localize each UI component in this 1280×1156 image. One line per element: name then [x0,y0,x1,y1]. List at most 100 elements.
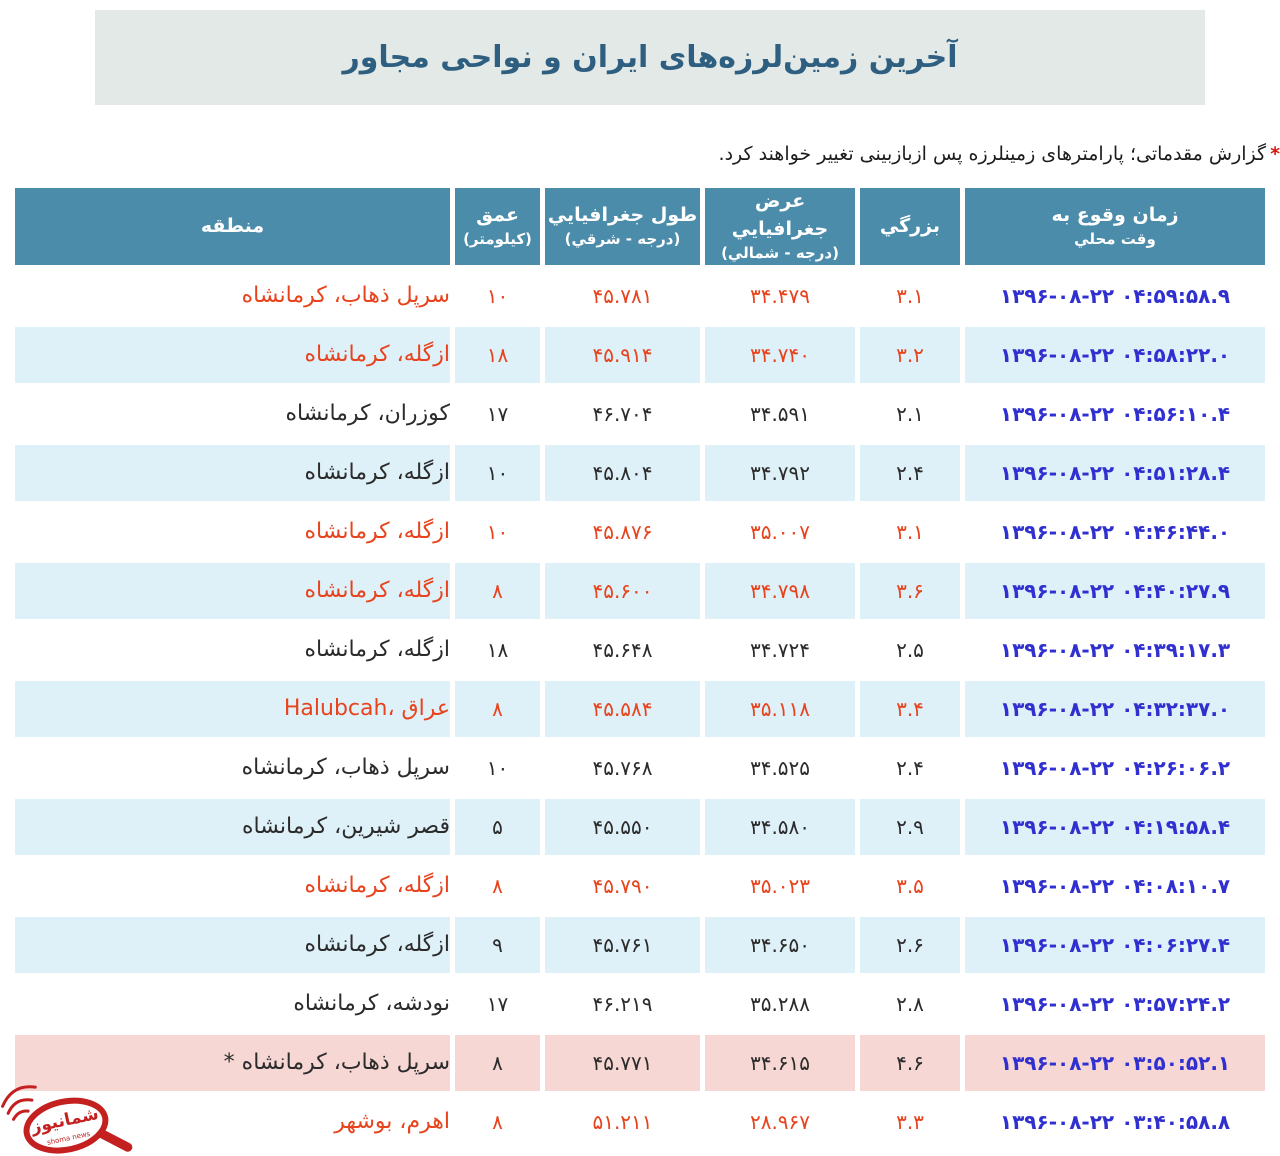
earthquake-row: ۱۳۹۶-۰۸-۲۲ ۰۴:۱۹:۵۸.۴ ۲.۹ ۳۴.۵۸۰ ۴۵.۵۵۰ … [15,798,1265,855]
region-cell: ازگله، کرمانشاه [15,503,450,560]
longitude-cell: ۴۶.۷۰۴ [545,385,700,442]
time-cell: ۱۳۹۶-۰۸-۲۲ ۰۴:۴۰:۲۷.۹ [965,562,1265,619]
earthquake-row: ۱۳۹۶-۰۸-۲۲ ۰۴:۲۶:۰۶.۲ ۲.۴ ۳۴.۵۲۵ ۴۵.۷۶۸ … [15,739,1265,796]
magnitude-cell: ۳.۴ [860,680,960,737]
depth-cell: ۸ [455,562,540,619]
depth-cell: ۱۰ [455,267,540,324]
magnitude-cell: ۳.۵ [860,857,960,914]
latitude-cell: ۳۵.۰۲۳ [705,857,855,914]
time-cell: ۱۳۹۶-۰۸-۲۲ ۰۴:۵۹:۵۸.۹ [965,267,1265,324]
region-cell: قصر شیرین، کرمانشاه [15,798,450,855]
magnitude-cell: ۲.۸ [860,975,960,1032]
longitude-cell: ۴۵.۸۰۴ [545,444,700,501]
latitude-cell: ۲۸.۹۶۷ [705,1093,855,1150]
depth-cell: ۸ [455,1093,540,1150]
time-cell: ۱۳۹۶-۰۸-۲۲ ۰۴:۵۱:۲۸.۴ [965,444,1265,501]
longitude-cell: ۴۵.۷۶۱ [545,916,700,973]
depth-cell: ۸ [455,680,540,737]
shoma-news-logo: شمانیوز shoma news [1,1085,133,1154]
latitude-cell: ۳۴.۶۵۰ [705,916,855,973]
longitude-cell: ۴۵.۷۶۸ [545,739,700,796]
earthquake-row: ۱۳۹۶-۰۸-۲۲ ۰۴:۴۶:۴۴.۰ ۳.۱ ۳۵.۰۰۷ ۴۵.۸۷۶ … [15,503,1265,560]
latitude-cell: ۳۵.۰۰۷ [705,503,855,560]
table-header-row: زمان وقوع به وقت محلي بزرگي عرض جغرافيايي… [15,188,1265,265]
magnitude-cell: ۲.۱ [860,385,960,442]
time-cell: ۱۳۹۶-۰۸-۲۲ ۰۴:۵۶:۱۰.۴ [965,385,1265,442]
earthquake-row: ۱۳۹۶-۰۸-۲۲ ۰۴:۵۶:۱۰.۴ ۲.۱ ۳۴.۵۹۱ ۴۶.۷۰۴ … [15,385,1265,442]
longitude-cell: ۴۶.۲۱۹ [545,975,700,1032]
region-cell: ازگله، کرمانشاه [15,326,450,383]
region-cell: ازگله، کرمانشاه [15,562,450,619]
region-cell: ازگله، کرمانشاه [15,857,450,914]
time-cell: ۱۳۹۶-۰۸-۲۲ ۰۴:۵۸:۲۲.۰ [965,326,1265,383]
magnitude-cell: ۲.۴ [860,739,960,796]
latitude-cell: ۳۵.۲۸۸ [705,975,855,1032]
longitude-cell: ۴۵.۷۷۱ [545,1034,700,1091]
region-cell: ازگله، کرمانشاه [15,444,450,501]
header-latitude: عرض جغرافيايي (درجه - شمالي) [705,188,855,265]
depth-cell: ۱۸ [455,621,540,678]
region-cell: سرپل ذهاب، کرمانشاه * [15,1034,450,1091]
page-title: آخرین زمین‌لرزه‌های ایران و نواحی مجاور [342,40,958,75]
magnitude-cell: ۴.۶ [860,1034,960,1091]
depth-cell: ۸ [455,1034,540,1091]
earthquake-row: ۱۳۹۶-۰۸-۲۲ ۰۴:۵۹:۵۸.۹ ۳.۱ ۳۴.۴۷۹ ۴۵.۷۸۱ … [15,267,1265,324]
depth-cell: ۱۰ [455,739,540,796]
earthquake-row: ۱۳۹۶-۰۸-۲۲ ۰۴:۳۹:۱۷.۳ ۲.۵ ۳۴.۷۲۴ ۴۵.۶۴۸ … [15,621,1265,678]
earthquake-row-highlighted: ۱۳۹۶-۰۸-۲۲ ۰۳:۵۰:۵۲.۱ ۴.۶ ۳۴.۶۱۵ ۴۵.۷۷۱ … [15,1034,1265,1091]
longitude-cell: ۴۵.۸۷۶ [545,503,700,560]
longitude-cell: ۴۵.۹۱۴ [545,326,700,383]
time-cell: ۱۳۹۶-۰۸-۲۲ ۰۴:۳۲:۳۷.۰ [965,680,1265,737]
note-asterisk: * [1270,143,1280,165]
magnitude-cell: ۳.۲ [860,326,960,383]
latitude-cell: ۳۴.۵۸۰ [705,798,855,855]
region-cell: Halubcah، عراق [15,680,450,737]
earthquake-row: ۱۳۹۶-۰۸-۲۲ ۰۴:۴۰:۲۷.۹ ۳.۶ ۳۴.۷۹۸ ۴۵.۶۰۰ … [15,562,1265,619]
depth-cell: ۵ [455,798,540,855]
longitude-cell: ۴۵.۵۸۴ [545,680,700,737]
magnitude-cell: ۳.۱ [860,503,960,560]
time-cell: ۱۳۹۶-۰۸-۲۲ ۰۴:۳۹:۱۷.۳ [965,621,1265,678]
latitude-cell: ۳۴.۷۹۲ [705,444,855,501]
earthquake-row: ۱۳۹۶-۰۸-۲۲ ۰۴:۰۸:۱۰.۷ ۳.۵ ۳۵.۰۲۳ ۴۵.۷۹۰ … [15,857,1265,914]
earthquake-row: ۱۳۹۶-۰۸-۲۲ ۰۴:۰۶:۲۷.۴ ۲.۶ ۳۴.۶۵۰ ۴۵.۷۶۱ … [15,916,1265,973]
note-text: گزارش مقدماتی؛ پارامترهای زمینلرزه پس از… [718,143,1267,165]
earthquake-row: ۱۳۹۶-۰۸-۲۲ ۰۴:۵۱:۲۸.۴ ۲.۴ ۳۴.۷۹۲ ۴۵.۸۰۴ … [15,444,1265,501]
depth-cell: ۸ [455,857,540,914]
longitude-cell: ۴۵.۷۹۰ [545,857,700,914]
depth-cell: ۱۰ [455,503,540,560]
depth-cell: ۱۸ [455,326,540,383]
header-region: منطقه [15,188,450,265]
earthquake-row: ۱۳۹۶-۰۸-۲۲ ۰۴:۵۸:۲۲.۰ ۳.۲ ۳۴.۷۴۰ ۴۵.۹۱۴ … [15,326,1265,383]
time-cell: ۱۳۹۶-۰۸-۲۲ ۰۳:۵۰:۵۲.۱ [965,1034,1265,1091]
longitude-cell: ۴۵.۷۸۱ [545,267,700,324]
preliminary-note: *گزارش مقدماتی؛ پارامترهای زمینلرزه پس ا… [0,143,1280,165]
region-cell: سرپل ذهاب، کرمانشاه [15,267,450,324]
header-magnitude: بزرگي [860,188,960,265]
time-cell: ۱۳۹۶-۰۸-۲۲ ۰۴:۰۶:۲۷.۴ [965,916,1265,973]
time-cell: ۱۳۹۶-۰۸-۲۲ ۰۴:۴۶:۴۴.۰ [965,503,1265,560]
region-cell: ازگله، کرمانشاه [15,916,450,973]
time-cell: ۱۳۹۶-۰۸-۲۲ ۰۴:۰۸:۱۰.۷ [965,857,1265,914]
latitude-cell: ۳۴.۷۲۴ [705,621,855,678]
latitude-cell: ۳۴.۴۷۹ [705,267,855,324]
latitude-cell: ۳۴.۵۹۱ [705,385,855,442]
region-cell: نودشه، کرمانشاه [15,975,450,1032]
latitude-cell: ۳۴.۵۲۵ [705,739,855,796]
time-cell: ۱۳۹۶-۰۸-۲۲ ۰۳:۵۷:۲۴.۲ [965,975,1265,1032]
earthquake-row: ۱۳۹۶-۰۸-۲۲ ۰۳:۴۰:۵۸.۸ ۳.۳ ۲۸.۹۶۷ ۵۱.۲۱۱ … [15,1093,1265,1150]
magnitude-cell: ۳.۱ [860,267,960,324]
magnitude-cell: ۳.۳ [860,1093,960,1150]
region-cell: ازگله، کرمانشاه [15,621,450,678]
time-cell: ۱۳۹۶-۰۸-۲۲ ۰۳:۴۰:۵۸.۸ [965,1093,1265,1150]
time-cell: ۱۳۹۶-۰۸-۲۲ ۰۴:۱۹:۵۸.۴ [965,798,1265,855]
latitude-cell: ۳۴.۷۴۰ [705,326,855,383]
earthquake-row: ۱۳۹۶-۰۸-۲۲ ۰۳:۵۷:۲۴.۲ ۲.۸ ۳۵.۲۸۸ ۴۶.۲۱۹ … [15,975,1265,1032]
earthquake-row: ۱۳۹۶-۰۸-۲۲ ۰۴:۳۲:۳۷.۰ ۳.۴ ۳۵.۱۱۸ ۴۵.۵۸۴ … [15,680,1265,737]
title-banner: آخرین زمین‌لرزه‌های ایران و نواحی مجاور [95,10,1205,105]
longitude-cell: ۴۵.۶۰۰ [545,562,700,619]
magnitude-cell: ۲.۴ [860,444,960,501]
depth-cell: ۱۰ [455,444,540,501]
latitude-cell: ۳۴.۷۹۸ [705,562,855,619]
latitude-cell: ۳۵.۱۱۸ [705,680,855,737]
